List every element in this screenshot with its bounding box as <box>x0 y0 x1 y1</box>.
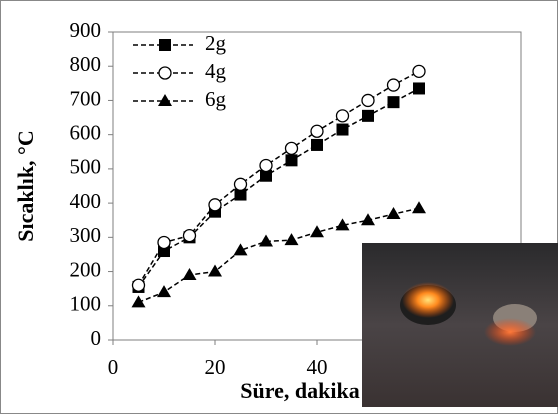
legend-label: 2g <box>205 31 227 55</box>
marker-square <box>234 188 247 201</box>
marker-triangle <box>131 295 146 308</box>
marker-circle <box>182 228 197 243</box>
marker-circle <box>310 124 324 138</box>
marker-triangle <box>259 234 273 247</box>
glow-left <box>402 282 454 318</box>
marker-triangle <box>182 267 197 280</box>
marker-circle <box>208 198 222 212</box>
marker-triangle <box>412 201 426 214</box>
marker-square <box>285 154 298 167</box>
plot-area: 01002003004005006007008009000204060802g4… <box>70 18 532 379</box>
legend-marker <box>159 39 171 51</box>
marker-triangle <box>284 233 299 246</box>
marker-circle <box>412 64 426 79</box>
marker-triangle <box>310 225 324 238</box>
legend-label: 4g <box>205 59 227 83</box>
marker-triangle <box>361 213 375 226</box>
legend-marker <box>158 66 172 80</box>
marker-circle <box>386 78 401 92</box>
marker-square <box>362 109 374 122</box>
marker-triangle <box>233 243 248 256</box>
y-tick-label: 400 <box>70 189 102 213</box>
glow-right <box>484 318 536 346</box>
inset-photo <box>362 243 558 407</box>
legend-label: 6g <box>205 87 227 111</box>
marker-triangle <box>386 207 401 220</box>
marker-triangle <box>335 218 350 231</box>
y-tick-label: 600 <box>70 120 102 144</box>
y-tick-label: 200 <box>70 257 102 281</box>
marker-square <box>387 96 400 109</box>
marker-circle <box>361 93 375 108</box>
x-axis-title: Süre, dakika <box>240 378 359 403</box>
marker-square <box>260 169 272 182</box>
y-tick-label: 300 <box>70 223 102 247</box>
y-tick-label: 0 <box>91 326 102 350</box>
x-tick-label: 0 <box>108 355 119 379</box>
y-tick-label: 800 <box>70 52 102 76</box>
series-line <box>138 207 420 304</box>
marker-square <box>311 138 323 151</box>
marker-circle <box>335 109 350 123</box>
y-tick-label: 500 <box>70 155 102 179</box>
x-tick-label: 20 <box>205 355 226 379</box>
y-tick-label: 900 <box>70 18 102 42</box>
marker-circle <box>233 177 248 191</box>
marker-triangle <box>208 264 222 277</box>
marker-triangle <box>157 285 171 298</box>
y-tick-label: 700 <box>70 86 102 110</box>
marker-circle <box>131 278 146 292</box>
marker-circle <box>284 141 299 156</box>
y-axis-title: Sıcaklık, °C <box>13 130 38 242</box>
marker-circle <box>157 235 171 250</box>
y-tick-label: 100 <box>70 292 102 316</box>
legend-marker <box>158 94 172 106</box>
marker-square <box>336 123 349 136</box>
x-tick-label: 40 <box>307 355 328 379</box>
marker-circle <box>259 158 273 173</box>
marker-square <box>413 82 425 95</box>
